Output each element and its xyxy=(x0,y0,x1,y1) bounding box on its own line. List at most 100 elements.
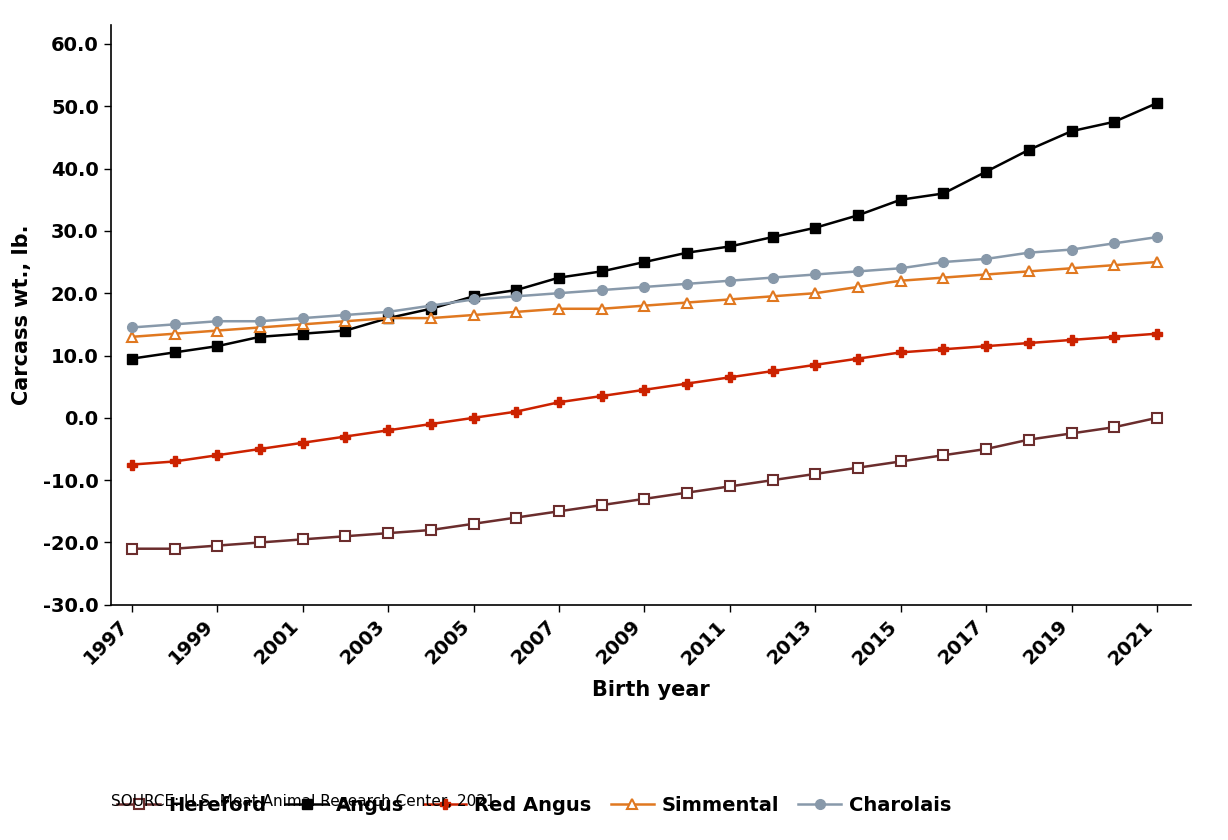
Simmental xyxy=(765,291,780,302)
Simmental xyxy=(893,276,907,286)
Red Angus xyxy=(124,459,139,470)
Simmental xyxy=(1149,257,1164,267)
Red Angus xyxy=(1106,332,1121,342)
Hereford xyxy=(210,541,225,551)
Charolais xyxy=(424,301,438,311)
Hereford xyxy=(508,512,523,522)
Simmental xyxy=(1106,260,1121,270)
Angus xyxy=(979,166,993,176)
Hereford xyxy=(851,463,866,473)
Angus xyxy=(424,304,438,314)
Simmental xyxy=(936,272,950,282)
Angus xyxy=(637,257,652,267)
Red Angus xyxy=(594,391,609,401)
Charolais xyxy=(594,285,609,295)
Hereford xyxy=(1149,412,1164,423)
Charolais xyxy=(124,323,139,333)
Angus xyxy=(594,266,609,276)
Simmental xyxy=(1022,266,1036,276)
Red Angus xyxy=(1149,328,1164,339)
Hereford xyxy=(296,534,311,544)
Red Angus xyxy=(167,456,182,466)
Red Angus xyxy=(338,432,352,442)
Angus xyxy=(296,328,311,339)
Charolais xyxy=(722,276,737,286)
Simmental xyxy=(722,294,737,304)
Red Angus xyxy=(680,379,695,389)
Charolais xyxy=(551,288,566,298)
Hereford xyxy=(765,475,780,486)
Charolais xyxy=(1022,248,1036,258)
Angus xyxy=(467,291,481,302)
Red Angus xyxy=(808,360,823,370)
Red Angus xyxy=(508,407,523,417)
Charolais xyxy=(979,254,993,264)
Angus xyxy=(893,195,907,205)
Red Angus xyxy=(253,444,268,454)
Hereford xyxy=(808,469,823,479)
Hereford xyxy=(467,519,481,529)
Hereford xyxy=(936,450,950,460)
Simmental xyxy=(253,323,268,333)
Charolais xyxy=(467,294,481,304)
Red Angus xyxy=(936,344,950,354)
Line: Red Angus: Red Angus xyxy=(126,328,1162,470)
Simmental xyxy=(979,270,993,280)
Charolais xyxy=(680,279,695,289)
Charolais xyxy=(1106,239,1121,249)
Hereford xyxy=(1022,434,1036,444)
Red Angus xyxy=(893,348,907,358)
Red Angus xyxy=(722,372,737,382)
Red Angus xyxy=(1065,335,1079,345)
Angus xyxy=(1022,144,1036,155)
Line: Angus: Angus xyxy=(126,98,1162,364)
Red Angus xyxy=(765,366,780,376)
Charolais xyxy=(296,313,311,323)
Red Angus xyxy=(979,341,993,351)
Line: Simmental: Simmental xyxy=(126,257,1162,342)
Angus xyxy=(338,326,352,336)
Angus xyxy=(851,210,866,220)
Red Angus xyxy=(210,450,225,460)
Angus xyxy=(1149,98,1164,108)
Red Angus xyxy=(551,397,566,407)
Simmental xyxy=(637,301,652,311)
Angus xyxy=(936,188,950,198)
Simmental xyxy=(338,316,352,326)
Hereford xyxy=(424,525,438,535)
Red Angus xyxy=(467,412,481,423)
Y-axis label: Carcass wt., lb.: Carcass wt., lb. xyxy=(12,225,32,405)
Angus xyxy=(253,332,268,342)
Hereford xyxy=(594,500,609,510)
Simmental xyxy=(167,328,182,339)
Charolais xyxy=(1065,244,1079,255)
Red Angus xyxy=(851,354,866,364)
Hereford xyxy=(253,538,268,548)
Charolais xyxy=(893,263,907,273)
Simmental xyxy=(381,313,395,323)
Charolais xyxy=(637,282,652,292)
Charolais xyxy=(381,307,395,317)
Text: SOURCE: U.S. Meat Animal Research Center, 2021.: SOURCE: U.S. Meat Animal Research Center… xyxy=(111,795,500,810)
Charolais xyxy=(210,316,225,326)
Simmental xyxy=(210,326,225,336)
Charolais xyxy=(167,319,182,329)
Hereford xyxy=(893,456,907,466)
Simmental xyxy=(296,319,311,329)
Line: Hereford: Hereford xyxy=(126,413,1162,554)
Hereford xyxy=(167,543,182,554)
Hereford xyxy=(551,507,566,517)
Charolais xyxy=(808,270,823,280)
Angus xyxy=(210,341,225,351)
Simmental xyxy=(1065,263,1079,273)
Hereford xyxy=(979,444,993,454)
Angus xyxy=(722,241,737,251)
Hereford xyxy=(1065,428,1079,438)
Simmental xyxy=(808,288,823,298)
Charolais xyxy=(1149,232,1164,242)
Angus xyxy=(680,248,695,258)
Line: Charolais: Charolais xyxy=(126,232,1162,333)
Simmental xyxy=(551,304,566,314)
Angus xyxy=(508,285,523,295)
Hereford xyxy=(637,494,652,504)
